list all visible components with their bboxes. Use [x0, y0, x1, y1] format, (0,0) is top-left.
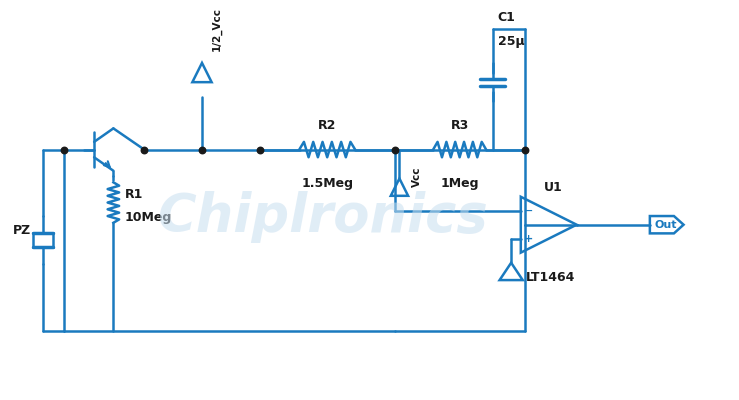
Text: PZ: PZ [13, 224, 31, 237]
Text: 1.5Meg: 1.5Meg [302, 176, 353, 190]
Text: R2: R2 [318, 119, 336, 132]
Text: U1: U1 [544, 181, 563, 194]
Text: 25μ: 25μ [497, 35, 524, 48]
Text: +: + [524, 234, 533, 244]
Text: Chiplronics: Chiplronics [157, 191, 488, 243]
Text: Out: Out [655, 220, 678, 230]
Bar [33, 233, 52, 247]
Text: 1Meg: 1Meg [440, 176, 479, 190]
Text: 1/2_Vcc: 1/2_Vcc [211, 7, 222, 51]
Text: R1: R1 [125, 188, 143, 201]
Text: C1: C1 [497, 11, 516, 24]
Text: LT1464: LT1464 [526, 271, 576, 284]
Text: R3: R3 [451, 119, 469, 132]
Text: −: − [524, 206, 533, 216]
Text: 10Meg: 10Meg [125, 210, 172, 224]
Text: Vcc: Vcc [412, 166, 422, 187]
